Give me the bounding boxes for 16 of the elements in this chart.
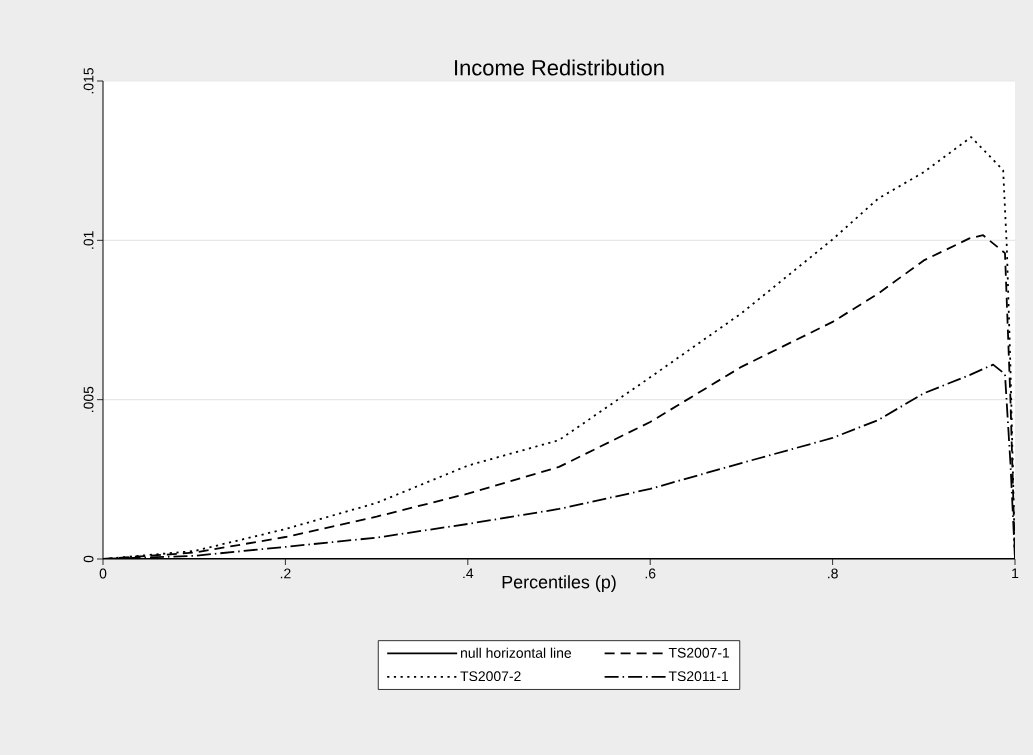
y-tick-label: .01 [83,231,94,249]
x-tick-label: .2 [280,568,291,579]
legend-label: TS2007-1 [668,647,730,658]
legend-label: TS2007-2 [460,671,521,682]
y-tick-label: 0 [83,555,94,563]
text: null horizontal line [460,647,572,658]
y-tick-label: .015 [83,68,94,94]
x-tick-label: .8 [828,568,838,579]
x-axis-title: Percentiles (p) [502,575,616,592]
legend-label: TS2011-1 [668,671,729,682]
x-tick-label: 0 [99,568,107,579]
x-tick-label: 1 [1012,568,1019,579]
chart-title: Income Redistribution [455,59,664,76]
x-tick-label: .6 [645,568,656,579]
y-tick-label: .005 [83,386,94,412]
x-tick-label: .4 [463,568,474,579]
